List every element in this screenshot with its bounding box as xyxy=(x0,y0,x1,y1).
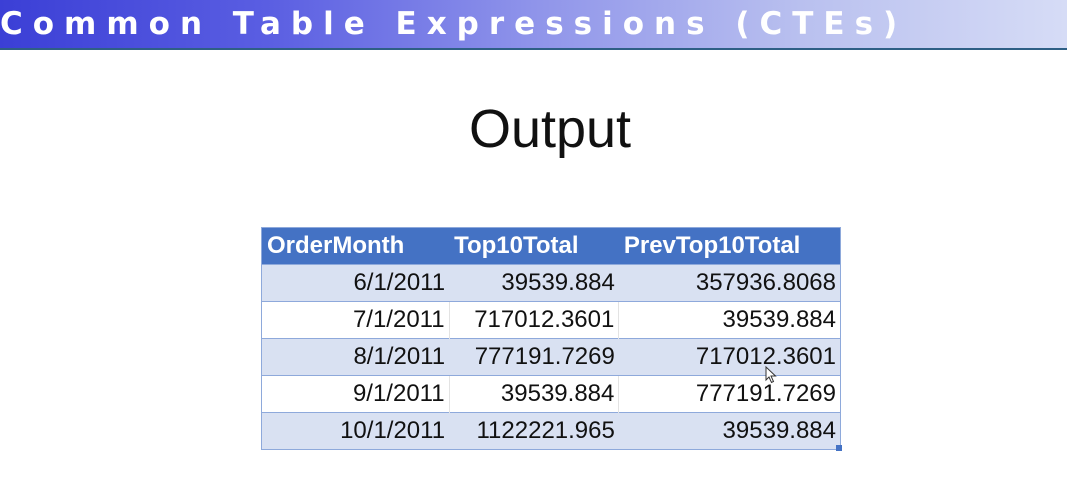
table-cell-ordermonth[interactable]: 9/1/2011 xyxy=(261,375,450,413)
table-cell-top10total[interactable]: 777191.7269 xyxy=(449,338,619,376)
banner-title: Common Table Expressions (CTEs) xyxy=(0,6,908,42)
table-cell-ordermonth[interactable]: 7/1/2011 xyxy=(261,301,450,339)
table-row: 7/1/2011 717012.3601 39539.884 xyxy=(261,301,841,339)
title-banner: Common Table Expressions (CTEs) xyxy=(0,0,1067,50)
table-cell-top10total[interactable]: 1122221.965 xyxy=(449,412,619,450)
table-row: 10/1/2011 1122221.965 39539.884 xyxy=(261,412,841,450)
table-cell-prevtop10total[interactable]: 717012.3601 xyxy=(618,338,841,376)
table-cell-ordermonth[interactable]: 6/1/2011 xyxy=(261,264,450,302)
table-cell-prevtop10total[interactable]: 39539.884 xyxy=(618,301,841,339)
table-cell-ordermonth[interactable]: 8/1/2011 xyxy=(261,338,450,376)
table-row: 6/1/2011 39539.884 357936.8068 xyxy=(261,264,841,302)
table-cell-top10total[interactable]: 717012.3601 xyxy=(448,301,619,339)
table-row: 8/1/2011 777191.7269 717012.3601 xyxy=(261,338,841,376)
column-header-prevtop10total[interactable]: PrevTop10Total xyxy=(618,227,841,265)
table-cell-ordermonth[interactable]: 10/1/2011 xyxy=(261,412,450,450)
table-cell-prevtop10total[interactable]: 777191.7269 xyxy=(618,375,841,413)
table-row: 9/1/2011 39539.884 777191.7269 xyxy=(261,375,841,413)
output-table-container: OrderMonth Top10Total PrevTop10Total 6/1… xyxy=(261,227,842,451)
table-cell-top10total[interactable]: 39539.884 xyxy=(448,375,619,413)
table-cell-prevtop10total[interactable]: 357936.8068 xyxy=(618,264,841,302)
column-header-ordermonth[interactable]: OrderMonth xyxy=(261,227,450,265)
table-header-row: OrderMonth Top10Total PrevTop10Total xyxy=(261,227,841,265)
slide-heading: Output xyxy=(468,99,632,159)
table-resize-handle-icon[interactable] xyxy=(836,445,842,451)
table-cell-top10total[interactable]: 39539.884 xyxy=(449,264,619,302)
column-header-top10total[interactable]: Top10Total xyxy=(449,227,619,265)
mouse-pointer-icon xyxy=(765,365,777,384)
output-table[interactable]: OrderMonth Top10Total PrevTop10Total 6/1… xyxy=(261,227,841,450)
table-cell-prevtop10total[interactable]: 39539.884 xyxy=(618,412,841,450)
